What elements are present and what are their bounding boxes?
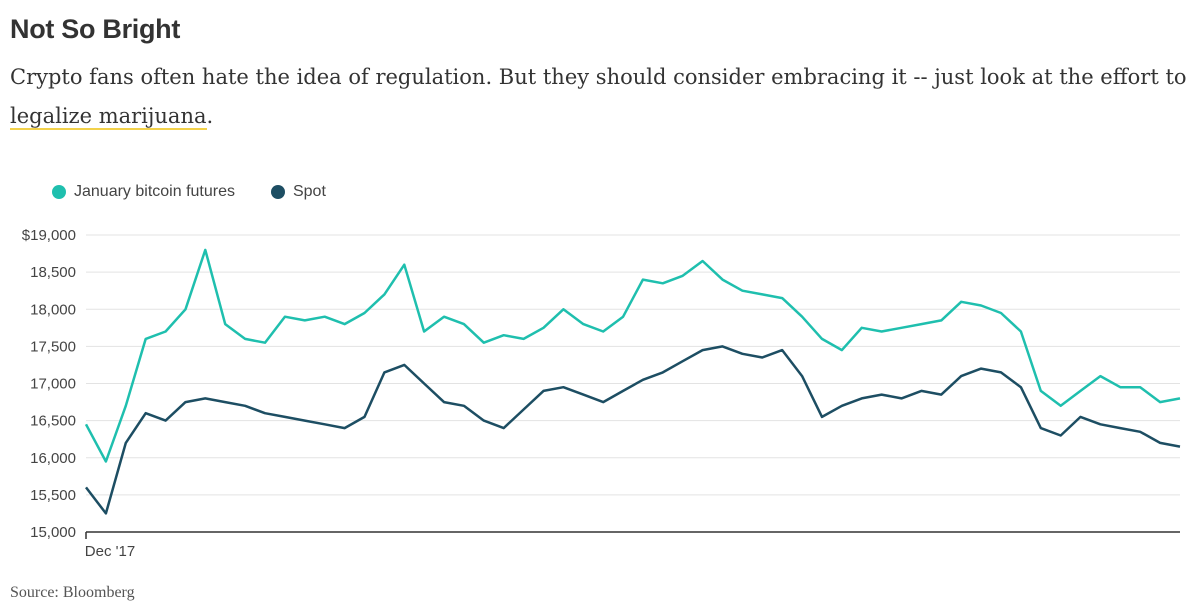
subtitle-text: Crypto fans often hate the idea of regul… xyxy=(10,65,1187,89)
y-tick-label: 15,500 xyxy=(30,487,76,504)
y-tick-label: 17,000 xyxy=(30,376,76,393)
legend-label: Spot xyxy=(292,183,326,200)
futures-line xyxy=(84,248,1181,463)
y-tick-label: $19,000 xyxy=(22,227,76,244)
chart-title: Not So Bright xyxy=(10,14,181,44)
subtitle-end: . xyxy=(206,104,214,128)
legend-item-futures: January bitcoin futures xyxy=(52,183,235,201)
y-tick-label: 15,000 xyxy=(30,524,76,541)
spot-line xyxy=(85,345,1181,515)
y-tick-label: 18,000 xyxy=(30,301,76,318)
source-note: Source: Bloomberg xyxy=(10,584,135,601)
spot-dot-icon xyxy=(270,185,285,199)
legalize-marijuana-link[interactable]: legalize marijuana xyxy=(10,104,207,130)
y-tick-label: 16,000 xyxy=(30,450,76,467)
legend-label: January bitcoin futures xyxy=(74,183,235,200)
legend-item-spot: Spot xyxy=(270,183,326,201)
legend: January bitcoin futures Spot xyxy=(52,183,326,201)
x-tick-label: Dec '17 xyxy=(85,543,135,560)
y-tick-label: 18,500 xyxy=(30,264,76,281)
futures-dot-icon xyxy=(52,185,66,199)
y-tick-label: 17,500 xyxy=(30,338,76,355)
chart-subtitle: Crypto fans often hate the idea of regul… xyxy=(10,58,1190,136)
y-tick-label: 16,500 xyxy=(30,413,76,430)
